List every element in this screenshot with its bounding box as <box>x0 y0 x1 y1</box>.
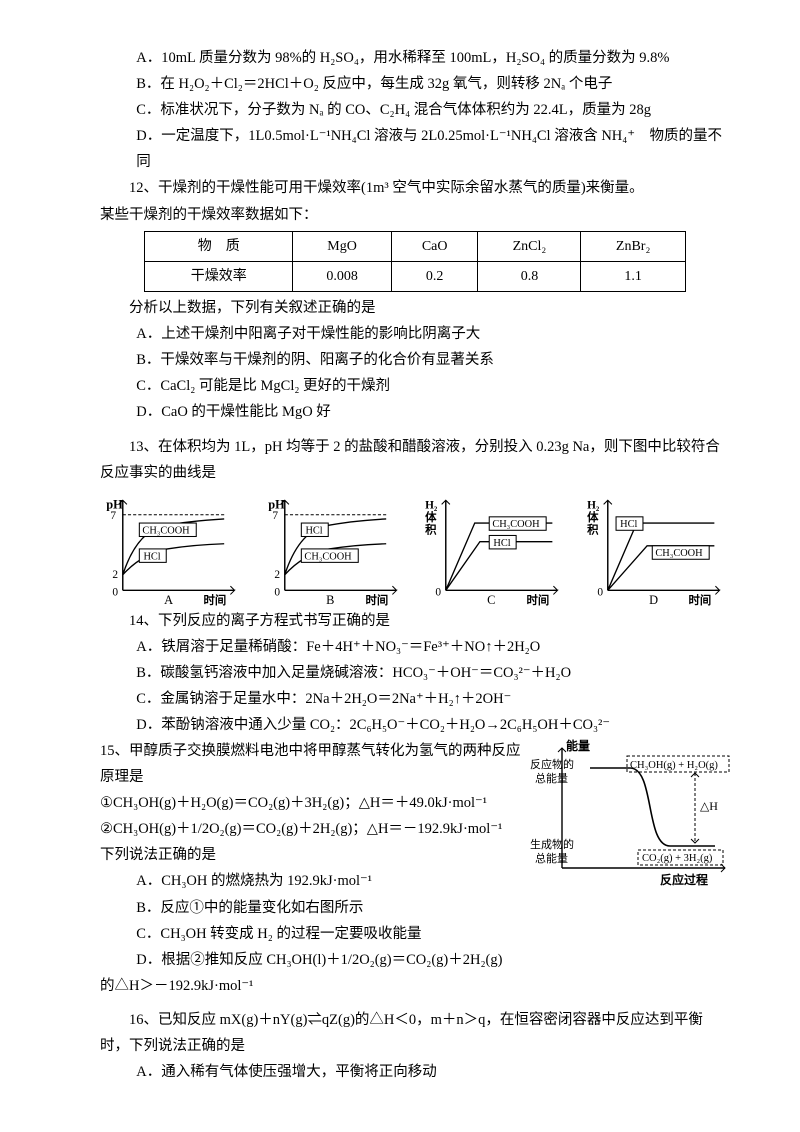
svg-text:HCl: HCl <box>305 525 322 536</box>
svg-text:2: 2 <box>112 569 118 581</box>
svg-text:0: 0 <box>112 586 118 598</box>
q11-b: B．在 H₂O₂＋Cl₂＝2HCl＋O₂ 反应中，每生成 32g 氧气，则转移 … <box>100 71 730 97</box>
q14-a: A．铁屑溶于足量稀硝酸：Fe＋4H⁺＋NO₃⁻＝Fe³⁺＋NO↑＋2H₂O <box>100 634 730 660</box>
q15-d: D．根据②推知反应 CH₃OH(l)＋1/2O₂(g)＝CO₂(g)＋2H₂(g… <box>100 947 730 973</box>
cell: CaO <box>391 231 478 261</box>
cell: 物 质 <box>145 231 293 261</box>
svg-text:CH₃COOH: CH₃COOH <box>304 551 352 562</box>
svg-text:CH₃OH(g) + H₂O(g): CH₃OH(g) + H₂O(g) <box>630 760 718 771</box>
svg-text:CH₃COOH: CH₃COOH <box>142 525 190 536</box>
q16-a: A．通入稀有气体使压强增大，平衡将正向移动 <box>100 1059 730 1085</box>
svg-text:时间: 时间 <box>527 592 550 605</box>
cell: 0.008 <box>293 261 391 291</box>
svg-text:D: D <box>649 592 658 605</box>
graph-a: pH 7 CH₃COOH HCl 2 0 时间 A <box>100 492 245 606</box>
cell: 干燥效率 <box>145 261 293 291</box>
q13-figures: pH 7 CH₃COOH HCl 2 0 时间 A pH 7 HC <box>100 492 730 606</box>
drying-table: 物 质 MgO CaO ZnCl₂ ZnBr₂ 干燥效率 0.008 0.2 0… <box>144 231 686 292</box>
svg-text:总能量: 总能量 <box>535 771 568 785</box>
svg-text:反应过程: 反应过程 <box>660 872 708 887</box>
q14-c: C．金属钠溶于足量水中：2Na＋2H₂O＝2Na⁺＋H₂↑＋2OH⁻ <box>100 686 730 712</box>
graph-d: H₂ 体 积 HCl CH₃COOH 0 时间 D <box>585 492 730 606</box>
q16-stem: 16、已知反应 mX(g)＋nY(g)⇌qZ(g)的△H＜0，m＋n＞q，在恒容… <box>100 1007 730 1059</box>
svg-text:A: A <box>164 592 173 605</box>
svg-text:7: 7 <box>272 510 278 522</box>
q15-d2: 的△H＞－192.9kJ·mol⁻¹ <box>100 973 730 999</box>
svg-text:HCl: HCl <box>620 519 637 530</box>
svg-text:反应物的: 反应物的 <box>530 757 574 771</box>
graph-b: pH 7 HCl CH₃COOH 2 0 时间 B <box>262 492 407 606</box>
svg-text:CO₂(g) + 3H₂(g): CO₂(g) + 3H₂(g) <box>642 853 713 864</box>
svg-text:积: 积 <box>587 522 599 536</box>
cell: 0.2 <box>391 261 478 291</box>
svg-text:HCl: HCl <box>143 551 160 562</box>
svg-text:生成物的: 生成物的 <box>530 837 574 851</box>
svg-text:0: 0 <box>274 586 280 598</box>
svg-text:H₂: H₂ <box>587 499 600 511</box>
svg-text:体: 体 <box>587 510 599 524</box>
svg-text:积: 积 <box>425 522 437 536</box>
q12-post: 分析以上数据，下列有关叙述正确的是 <box>100 295 730 321</box>
cell: MgO <box>293 231 391 261</box>
q12-d: D．CaO 的干燥性能比 MgO 好 <box>100 399 730 425</box>
q11-c: C．标准状况下，分子数为 Nₐ 的 CO、C₂H₄ 混合气体体积约为 22.4L… <box>100 97 730 123</box>
q15-c: C．CH₃OH 转变成 H₂ 的过程一定要吸收能量 <box>100 921 730 947</box>
svg-text:CH₃COOH: CH₃COOH <box>655 548 703 559</box>
q11-d: D．一定温度下，1L0.5mol·L⁻¹NH₄Cl 溶液与 2L0.25mol·… <box>100 123 730 175</box>
svg-text:7: 7 <box>110 510 116 522</box>
q11-a: A．10mL 质量分数为 98%的 H₂SO₄，用水稀释至 100mL，H₂SO… <box>100 45 730 71</box>
cell: 0.8 <box>478 261 581 291</box>
q14-stem: 14、下列反应的离子方程式书写正确的是 <box>100 608 730 634</box>
svg-text:△H: △H <box>700 799 718 813</box>
svg-text:总能量: 总能量 <box>535 851 568 865</box>
svg-text:HCl: HCl <box>494 537 511 548</box>
q12-b: B．干燥效率与干燥剂的阴、阳离子的化合价有显著关系 <box>100 347 730 373</box>
svg-text:体: 体 <box>425 510 437 524</box>
q14-d: D．苯酚钠溶液中通入少量 CO₂：2C₆H₅O⁻＋CO₂＋H₂O→2C₆H₅OH… <box>100 712 730 738</box>
svg-text:2: 2 <box>274 569 280 581</box>
cell: ZnBr₂ <box>581 231 686 261</box>
svg-text:CH₃COOH: CH₃COOH <box>493 519 541 530</box>
graph-c: H₂ 体 积 CH₃COOH HCl 0 时间 C <box>423 492 568 606</box>
q12-stem2: 某些干燥剂的干燥效率数据如下： <box>100 202 730 228</box>
svg-text:H₂: H₂ <box>425 499 438 511</box>
svg-text:时间: 时间 <box>203 592 226 605</box>
svg-text:时间: 时间 <box>365 592 388 605</box>
q12-c: C．CaCl₂ 可能是比 MgCl₂ 更好的干燥剂 <box>100 373 730 399</box>
cell: ZnCl₂ <box>478 231 581 261</box>
svg-text:0: 0 <box>436 586 442 598</box>
q14-b: B．碳酸氢钙溶液中加入足量烧碱溶液：HCO₃⁻＋OH⁻＝CO₃²⁻＋H₂O <box>100 660 730 686</box>
cell: 1.1 <box>581 261 686 291</box>
svg-text:能量: 能量 <box>566 738 590 753</box>
svg-text:0: 0 <box>598 586 604 598</box>
q12-a: A．上述干燥剂中阳离子对干燥性能的影响比阴离子大 <box>100 321 730 347</box>
q12-stem1: 12、干燥剂的干燥性能可用干燥效率(1m³ 空气中实际余留水蒸气的质量)来衡量。 <box>100 175 730 201</box>
svg-text:时间: 时间 <box>689 592 712 605</box>
svg-text:C: C <box>488 592 496 605</box>
svg-text:B: B <box>326 592 334 605</box>
q13-stem: 13、在体积均为 1L，pH 均等于 2 的盐酸和醋酸溶液，分别投入 0.23g… <box>100 434 730 486</box>
energy-diagram: 能量 CH₃OH(g) + H₂O(g) △H 反应物的 总能量 生成物的 总能… <box>530 738 730 902</box>
